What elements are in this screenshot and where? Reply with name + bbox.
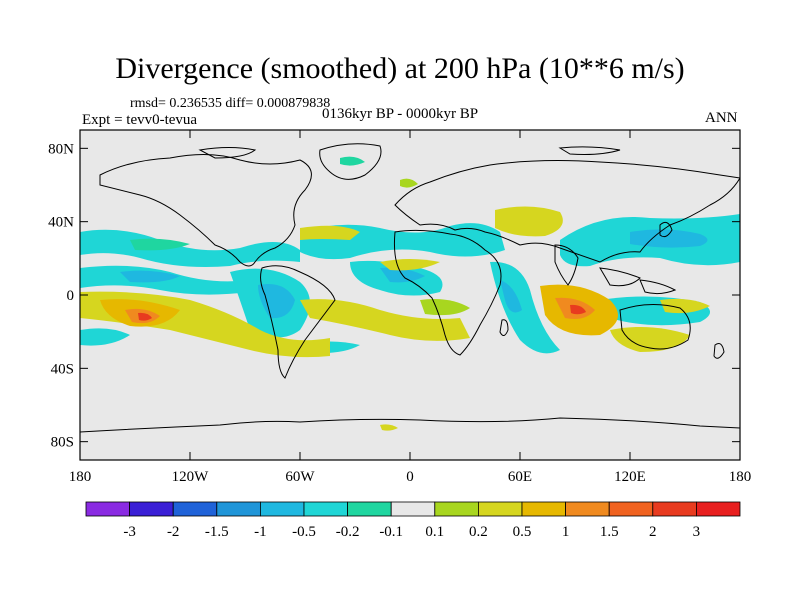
y-tick-label: 40S [51, 361, 74, 377]
y-axis: 80N 40N 0 40S 80S [48, 141, 740, 451]
x-tick-label: 60E [508, 469, 532, 485]
colorbar-label: -0.5 [292, 524, 316, 540]
colorbar-label: 1 [562, 524, 570, 540]
colorbar-label: -0.1 [379, 524, 403, 540]
colorbar: -3 -2 -1.5 -1 -0.5 -0.2 -0.1 0.1 0.2 0.5 1 1.5 2 3 [85, 501, 741, 540]
coastlines [80, 143, 740, 433]
colorbar-swatch [172, 501, 218, 517]
experiment-label: Expt = tevv0-tevua [82, 112, 198, 128]
stats-label: rmsd= 0.236535 diff= 0.000879838 [130, 96, 331, 111]
colorbar-swatch [85, 501, 130, 517]
colorbar-label: -2 [167, 524, 180, 540]
period-label: 0136kyr BP - 0000kyr BP [322, 106, 479, 122]
colorbar-label: 0.1 [425, 524, 444, 540]
x-tick-label: 120W [172, 469, 210, 485]
colorbar-swatch [652, 501, 697, 517]
colorbar-swatch [303, 501, 348, 517]
x-tick-label: 180 [69, 469, 92, 485]
divergence-field [80, 156, 740, 431]
plot-title: Divergence (smoothed) at 200 hPa (10**6 … [115, 52, 685, 85]
x-tick-label: 120E [614, 469, 646, 485]
x-tick-label: 60W [285, 469, 315, 485]
colorbar-swatch [390, 501, 436, 517]
colorbar-label: -1.5 [205, 524, 229, 540]
colorbar-label: 3 [693, 524, 701, 540]
colorbar-label: 0.2 [469, 524, 488, 540]
x-tick-label: 180 [729, 469, 752, 485]
colorbar-swatch [259, 501, 305, 517]
colorbar-swatch [216, 501, 261, 517]
y-tick-label: 40N [48, 215, 74, 231]
x-tick-label: 0 [406, 469, 414, 485]
colorbar-swatch [565, 501, 610, 517]
y-tick-label: 80S [51, 435, 74, 451]
colorbar-swatch [608, 501, 654, 517]
y-tick-label: 0 [67, 288, 75, 304]
colorbar-swatch [129, 501, 174, 517]
colorbar-swatch [434, 501, 479, 517]
colorbar-label: 1.5 [600, 524, 619, 540]
colorbar-swatch [477, 501, 523, 517]
colorbar-label: -0.2 [336, 524, 360, 540]
colorbar-swatch [696, 501, 741, 517]
colorbar-swatch [347, 501, 392, 517]
colorbar-swatch [521, 501, 566, 517]
colorbar-label: -1 [254, 524, 267, 540]
x-axis: 180 120W 60W 0 60E 120E 180 [69, 130, 752, 485]
colorbar-label: 2 [649, 524, 657, 540]
colorbar-label: -3 [123, 524, 136, 540]
season-label: ANN [705, 110, 738, 126]
y-tick-label: 80N [48, 141, 74, 157]
colorbar-label: 0.5 [513, 524, 532, 540]
